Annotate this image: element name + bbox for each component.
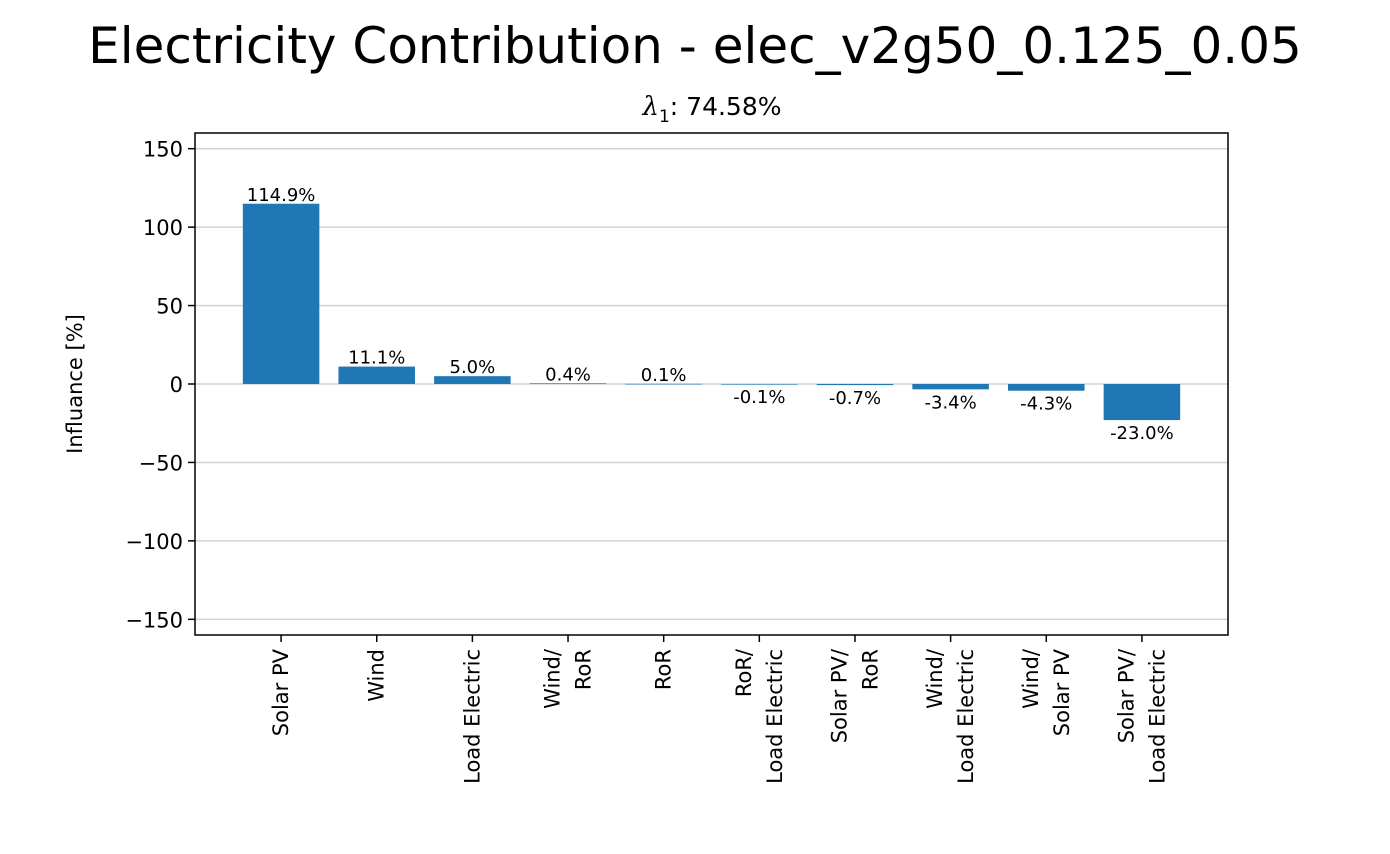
y-tick-label: 0 [170, 373, 183, 397]
bar [816, 384, 894, 386]
x-tick-label-line: Load Electric [954, 649, 978, 784]
y-tick-label: 50 [156, 295, 183, 319]
x-tick-label: Wind/Load Electric [923, 648, 978, 784]
bar-value-label: 0.4% [545, 364, 591, 385]
bar-value-label: -0.7% [829, 388, 881, 409]
y-tick-label: −150 [125, 608, 183, 632]
x-tick-label: Load Electric [460, 649, 484, 784]
x-tick-label: RoR/Load Electric [732, 648, 787, 784]
x-tick-label-line: Load Electric [763, 649, 787, 784]
y-axis-label: Influance [%] [63, 314, 87, 454]
subtitle-text: : 74.58% [670, 92, 782, 121]
bars [242, 203, 1181, 421]
y-tick-label: 100 [143, 216, 183, 240]
x-tick-label-line: Wind/ [541, 648, 565, 709]
bar-value-label: 5.0% [450, 357, 496, 378]
y-tick-label: −100 [125, 530, 183, 554]
x-tick-label: Solar PV/RoR [827, 648, 882, 743]
y-axis: 150 100 50 0 −50 −100 −150 [125, 138, 195, 632]
bar [1103, 384, 1181, 421]
x-tick-label-line: RoR [858, 649, 882, 690]
x-tick-label: Wind/Solar PV [1019, 648, 1074, 736]
bar-value-label: -0.1% [733, 387, 785, 408]
x-tick-label-line: Wind [365, 649, 389, 702]
bar-value-label: -3.4% [925, 392, 977, 413]
x-tick-label-line: Load Electric [460, 649, 484, 784]
data-labels: 114.9% 11.1% 5.0% 0.4% 0.1% -0.1% -0.7% -3.4% -4… [247, 185, 1174, 444]
bar-value-label: -23.0% [1110, 423, 1174, 444]
y-tick-label: 150 [143, 138, 183, 162]
bar-value-label: 114.9% [247, 185, 316, 206]
bar [1008, 384, 1085, 391]
x-axis: Solar PV Wind Load Electric Wind/RoR RoR RoR/… [269, 635, 1169, 784]
x-tick-label-line: Load Electric [1145, 649, 1169, 784]
x-tick-label-line: Solar PV [269, 648, 293, 736]
bar [338, 366, 415, 384]
y-tick-label: −50 [139, 451, 183, 475]
bar [625, 383, 702, 385]
x-tick-label-line: Solar PV [1050, 648, 1074, 736]
bar [434, 376, 511, 384]
x-tick-label-line: RoR [652, 649, 676, 690]
x-tick-label-line: Solar PV/ [1114, 648, 1138, 743]
subtitle-symbol: λ [641, 92, 658, 122]
bar-value-label: 0.1% [641, 365, 687, 386]
bar [912, 384, 989, 390]
x-tick-label: RoR [652, 649, 676, 690]
bar [721, 384, 798, 385]
x-tick-label-line: Solar PV/ [827, 648, 851, 743]
x-tick-label-line: Wind/ [923, 648, 947, 709]
x-tick-label: Wind [365, 649, 389, 702]
x-tick-label: Solar PV [269, 648, 293, 736]
x-tick-label-line: RoR [572, 649, 596, 690]
bar-value-label: 11.1% [348, 348, 405, 369]
bar [242, 203, 320, 384]
x-tick-label: Solar PV/Load Electric [1114, 648, 1169, 784]
x-tick-label: Wind/RoR [541, 648, 596, 709]
bar [529, 383, 607, 384]
chart-title: Electricity Contribution - elec_v2g50_0.… [88, 17, 1302, 75]
chart-subtitle: λ1: 74.58% [641, 92, 781, 127]
x-tick-label-line: RoR/ [732, 648, 756, 697]
subtitle-subscript: 1 [659, 107, 670, 127]
bar-value-label: -4.3% [1020, 394, 1072, 415]
x-tick-label-line: Wind/ [1019, 648, 1043, 709]
